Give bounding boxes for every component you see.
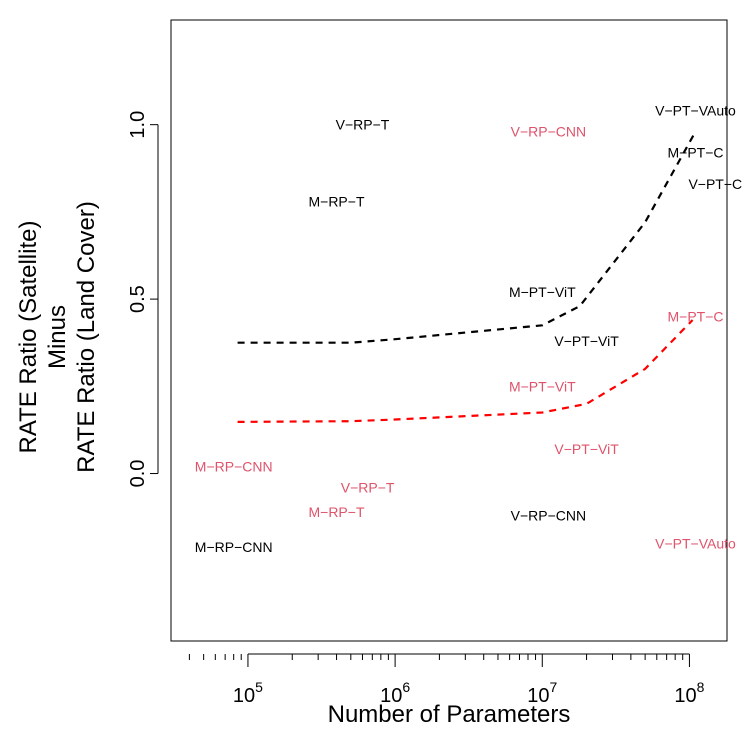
point-label: M−PT−C	[667, 145, 723, 161]
y-tick-label: 0.0	[127, 460, 149, 488]
x-axis: 105 106 107 108	[188, 653, 705, 707]
point-label: V−RP−CNN	[511, 507, 586, 523]
point-label: V−RP−T	[341, 480, 395, 496]
trend-line-1	[237, 131, 697, 344]
point-label: V−PT−ViT	[554, 441, 619, 457]
point-label: M−PT−ViT	[509, 378, 576, 394]
point-label: V−PT−C	[688, 176, 742, 192]
y-axis-title: RATE Ratio (Satellite) Minus RATE Ratio …	[15, 201, 100, 473]
x-tick-label: 106	[380, 679, 410, 707]
point-label: M−RP−CNN	[195, 539, 273, 555]
x-tick-label: 107	[527, 679, 557, 707]
plot-frame	[170, 19, 728, 642]
point-label: M−RP−CNN	[195, 459, 273, 475]
series-lines	[237, 131, 697, 423]
y-tick-label: 0.5	[127, 285, 149, 313]
y-tick-label: 1.0	[127, 111, 149, 139]
point-label: V−PT−VAuto	[655, 535, 736, 551]
point-label: M−RP−T	[308, 193, 364, 209]
point-labels: V−RP−T V−RP−CNN V−PT−VAuto M−PT−C V−PT−C M−RP…	[195, 103, 742, 555]
x-axis-title: Number of Parameters	[328, 701, 571, 728]
y-axis-title-line-1: RATE Ratio (Satellite)	[15, 221, 42, 454]
y-axis-title-line-3: RATE Ratio (Land Cover)	[73, 201, 100, 473]
point-label: M−RP−T	[308, 504, 364, 520]
point-label: V−RP−T	[336, 117, 390, 133]
x-tick-label: 108	[674, 679, 704, 707]
y-axis: 0.0 0.5 1.0	[127, 111, 159, 488]
point-label: M−PT−C	[667, 309, 723, 325]
x-tick-label: 105	[233, 679, 263, 707]
trend-line-2	[237, 319, 694, 423]
y-axis-title-line-2: Minus	[44, 305, 71, 369]
point-label: V−RP−CNN	[511, 124, 586, 140]
point-label: V−PT−VAuto	[655, 103, 736, 119]
point-label: V−PT−ViT	[554, 333, 619, 349]
point-label: M−PT−ViT	[509, 284, 576, 300]
